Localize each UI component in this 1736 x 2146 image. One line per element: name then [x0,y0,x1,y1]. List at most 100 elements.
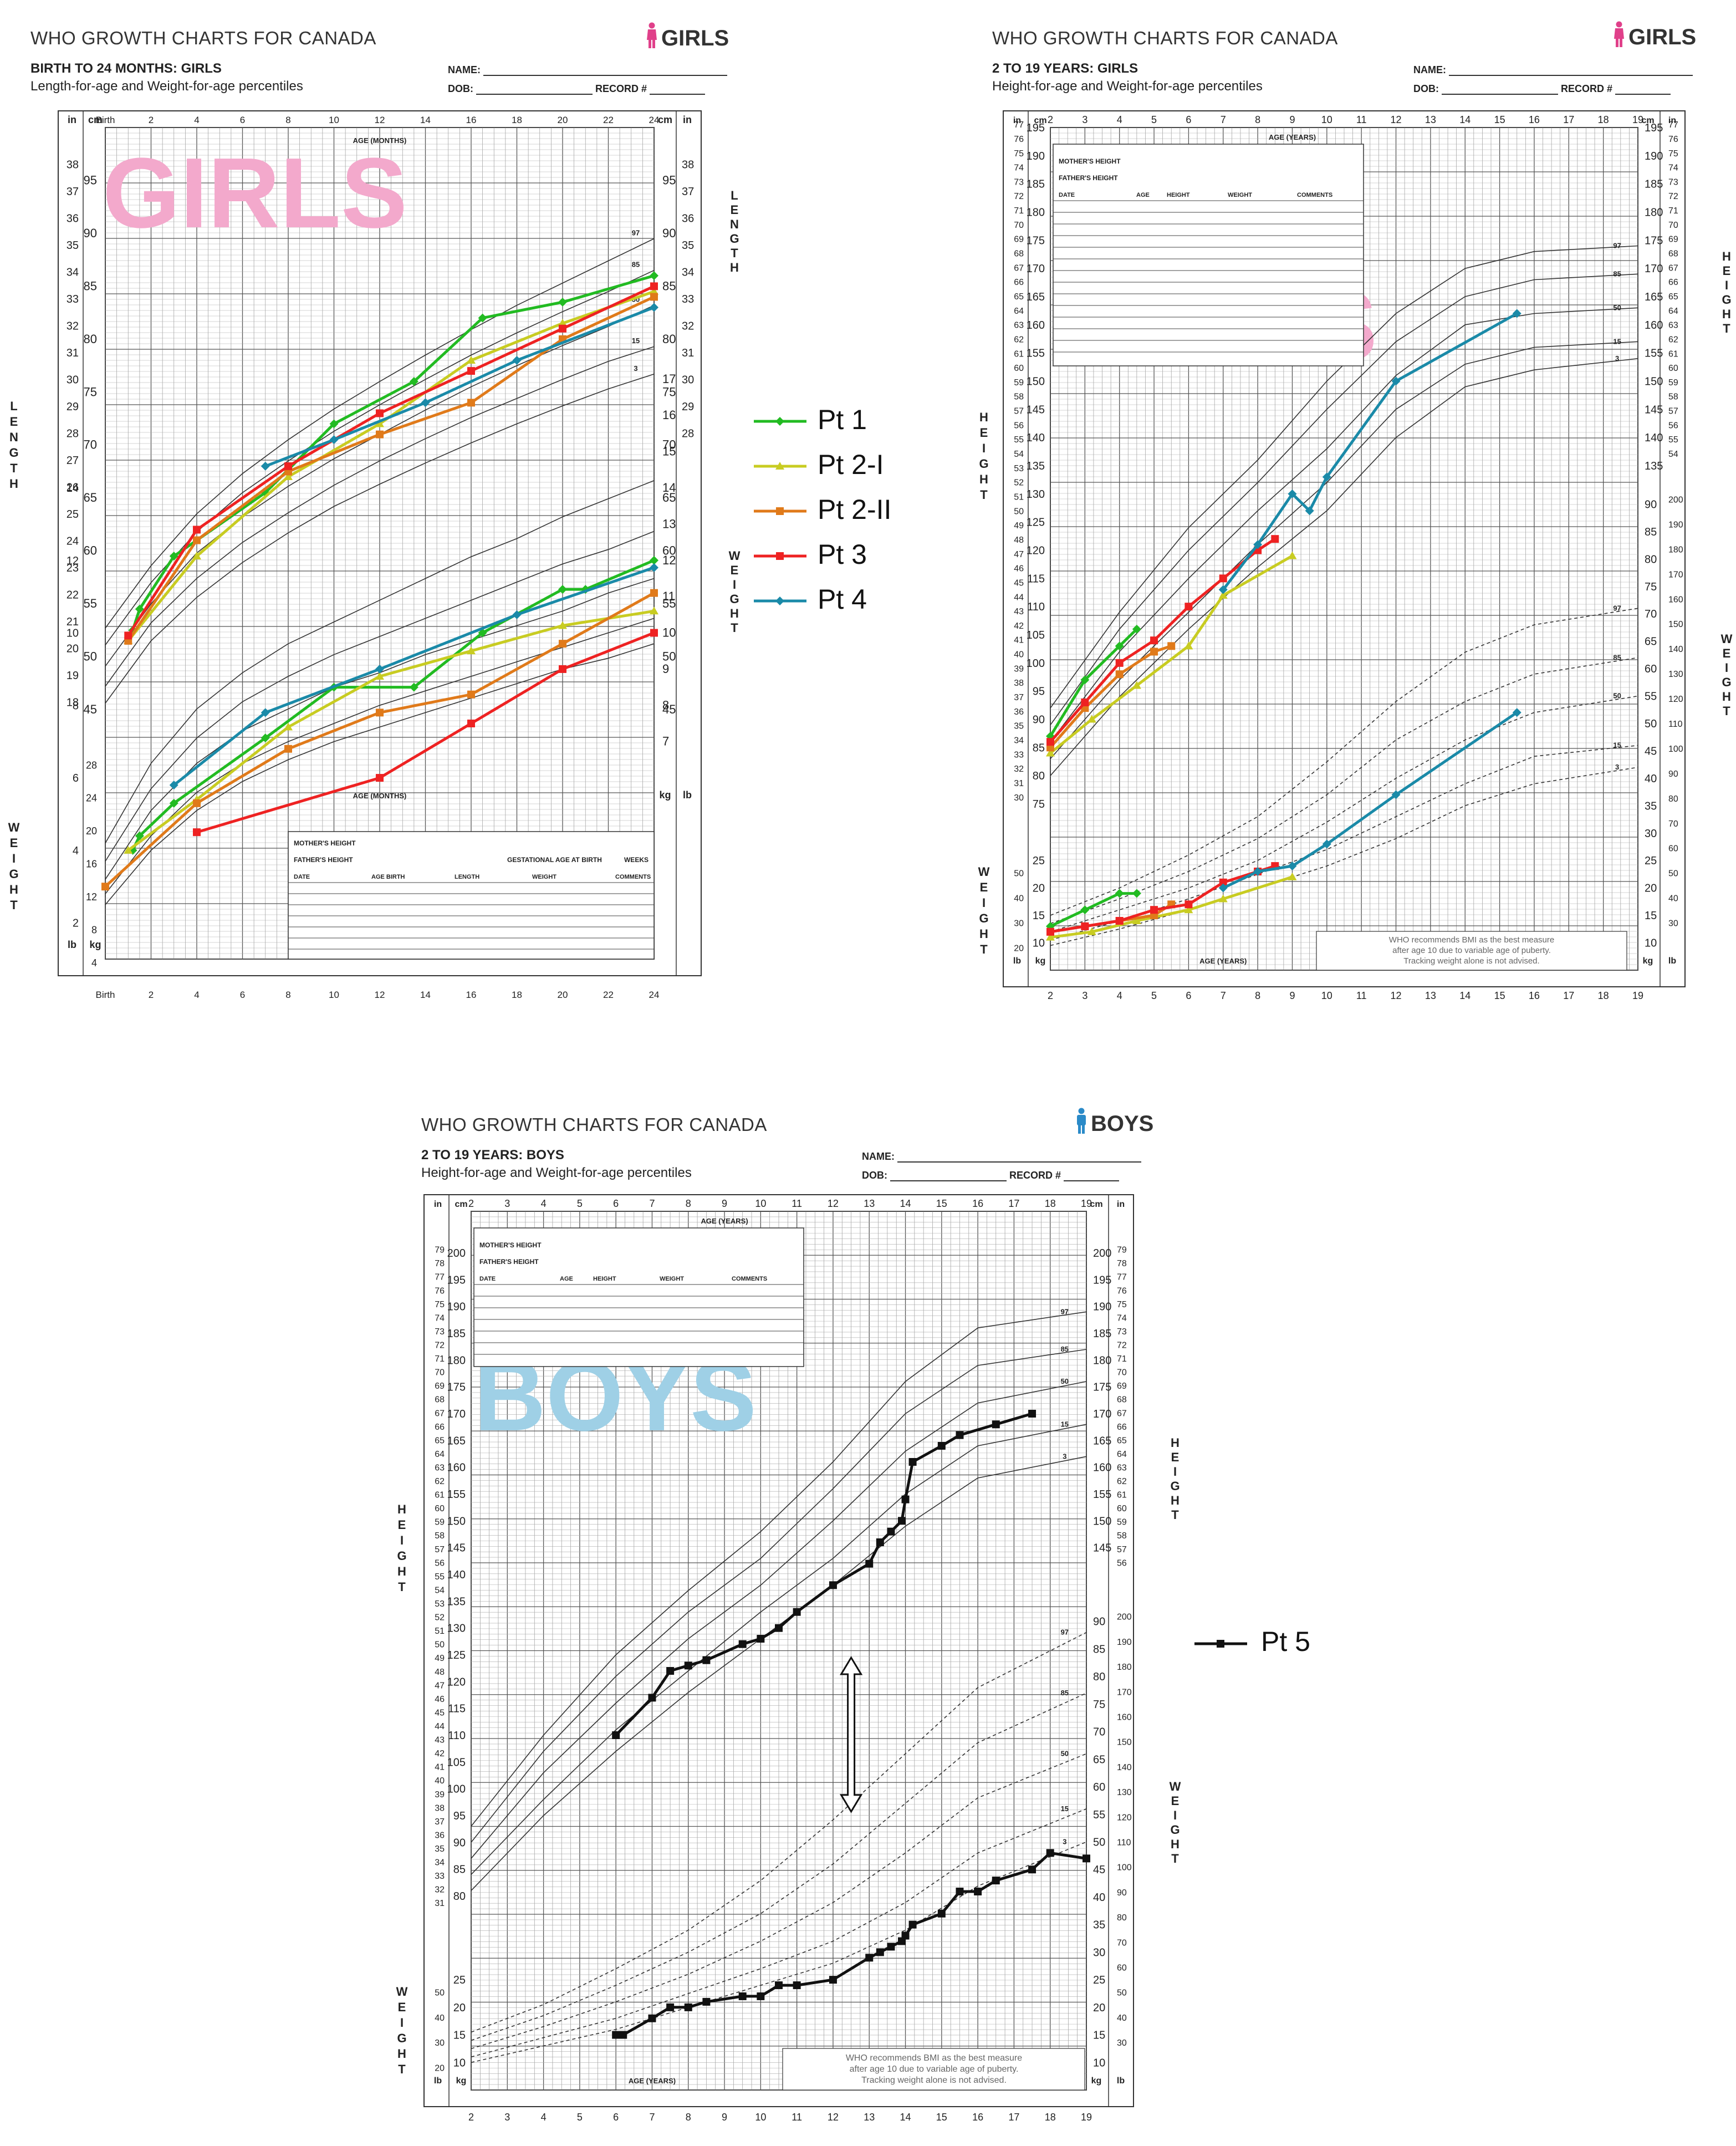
left-axis-title-weight: H [9,883,18,896]
height-cm-tick-right: 190 [1645,150,1663,162]
height-in-tick-left: 76 [1014,135,1024,144]
right-axis-title-weight: T [1171,1852,1179,1865]
sex-label: BOYS [1075,1108,1153,1136]
length-in-tick-left: 22 [67,589,79,601]
right-axis-title-weight: E [1171,1794,1180,1808]
legend-marker [1217,1640,1224,1648]
height-in-tick-left: 51 [435,1627,445,1636]
left-axis-title-weight: T [398,2062,406,2076]
height-in-tick-right: 66 [1668,278,1678,287]
height-cm-tick-left: 190 [447,1301,466,1313]
height-in-tick-left: 43 [1014,607,1024,616]
age-axis-label-mid: AGE (MONTHS) [353,792,407,800]
form-col-header: AGE BIRTH [371,874,405,880]
header-title: WHO GROWTH CHARTS FOR CANADA [30,28,376,48]
x-tick-bottom: 5 [577,2112,583,2123]
height-cm-tick-left: 95 [453,1810,466,1822]
series-pt2-ii-height-point [1115,670,1124,679]
length-cm-tick-right: 80 [662,332,676,346]
series-pt1-length-point [650,271,658,281]
series-pt5-weight-point [612,2031,620,2039]
x-tick-top: 10 [1321,114,1332,125]
weight-percentile-label: 3 [1063,1838,1066,1846]
series-pt2-i-weight-point [1132,916,1141,924]
height-in-tick-right: 55 [1668,435,1678,445]
height-in-tick-left: 53 [435,1599,445,1609]
height-in-tick-left: 70 [1014,221,1024,230]
weight-kg-tick-right: 50 [1093,1837,1105,1849]
name-field: NAME: [862,1151,1142,1163]
unit-kg-right: kg [1091,2076,1102,2086]
right-axis-title-height: H [1722,307,1731,321]
x-tick-bottom: 3 [504,2112,510,2123]
series-pt5-weight-point [1083,1854,1090,1863]
weight-lb-tick-right: 120 [1668,695,1683,704]
height-cm-tick-right: 185 [1645,179,1663,191]
right-axis-title-height: G [1722,293,1731,307]
height-cm-tick-right: 195 [1093,1274,1111,1286]
weight-kg-tick-right: 65 [1645,636,1657,648]
length-in-tick-left: 31 [67,347,79,359]
height-in-tick-left: 32 [435,1885,445,1895]
height-in-tick-left: 57 [1014,407,1024,416]
height-in-tick-right: 67 [1117,1409,1127,1418]
height-in-tick-left: 57 [435,1545,445,1554]
height-in-tick-left: 31 [1014,779,1024,788]
length-cm-tick-right: 90 [662,226,676,240]
height-in-tick-right: 60 [1117,1504,1127,1513]
weight-lb-tick-right: 180 [1117,1663,1132,1672]
unit-kg-left: kg [1035,956,1046,966]
sex-label-text: GIRLS [661,26,729,50]
length-in-tick-left: 26 [67,481,79,493]
height-percentile-p50 [471,1381,1087,1859]
length-percentile-label: 15 [632,337,640,345]
series-pt5-height-point [738,1640,747,1648]
right-axis-title-length: T [731,246,738,260]
x-tick-top: 14 [420,115,431,125]
height-cm-tick-left: 125 [1027,517,1045,529]
x-tick-top: 10 [755,1198,766,1209]
x-tick-top: 6 [613,1198,619,1209]
form-col-header: COMMENTS [1297,192,1332,198]
length-cm-tick-right: 70 [662,438,676,452]
x-tick-bottom: 4 [1117,990,1122,1001]
weight-lb-tick-right: 170 [1668,570,1683,579]
series-pt4-height-point [1288,489,1297,498]
series-pt3-length-point [193,526,201,534]
height-cm-tick-right: 160 [1645,319,1663,332]
x-tick-top: Birth [96,115,115,125]
series-pt5-weight-point [738,1992,747,2000]
x-tick-bottom: 17 [1008,2112,1019,2123]
length-in-tick-left: 33 [67,293,79,305]
weight-kg-tick-left: 6 [73,772,79,784]
height-cm-tick-left: 115 [448,1703,466,1715]
growth-chart-girls-2-19y: GIRLS22334455667788991010111112121313141… [978,110,1733,1001]
unit-kg-right: kg [1643,956,1653,966]
weight-lb-tick-right: 100 [1117,1863,1132,1873]
height-in-tick-left: 67 [435,1409,445,1418]
length-in-tick-right: 33 [682,293,694,305]
series-pt2-ii-length-point [376,430,384,439]
series-pt4-length-point [512,356,522,365]
height-in-tick-left: 50 [435,1640,445,1650]
legend-label-pt1: Pt 1 [818,404,867,435]
left-axis-title-height: H [979,472,988,486]
left-axis-title-height: T [980,488,988,502]
height-in-tick-left: 36 [435,1831,445,1840]
height-in-tick-right: 64 [1117,1450,1127,1459]
weight-lb-tick-right: 150 [1668,620,1683,629]
series-pt2-i-length-point [375,419,384,427]
height-percentile-p15 [471,1424,1087,1875]
series-pt2-ii-weight-point [559,640,566,648]
x-tick-bottom: 2 [1048,990,1053,1001]
weight-kg-tick-right: 10 [662,626,676,640]
x-tick-top: 8 [686,1198,691,1209]
form-mothers-height: MOTHER'S HEIGHT [479,1241,542,1249]
age-axis-label-top: AGE (YEARS) [1269,133,1316,141]
form-mothers-height: MOTHER'S HEIGHT [1059,157,1121,165]
left-axis-title-weight: I [12,852,16,865]
height-cm-tick-left: 110 [1027,601,1045,613]
height-in-tick-left: 66 [435,1423,445,1432]
left-axis-title-weight: W [978,865,990,879]
left-axis-title-height: H [979,410,988,424]
